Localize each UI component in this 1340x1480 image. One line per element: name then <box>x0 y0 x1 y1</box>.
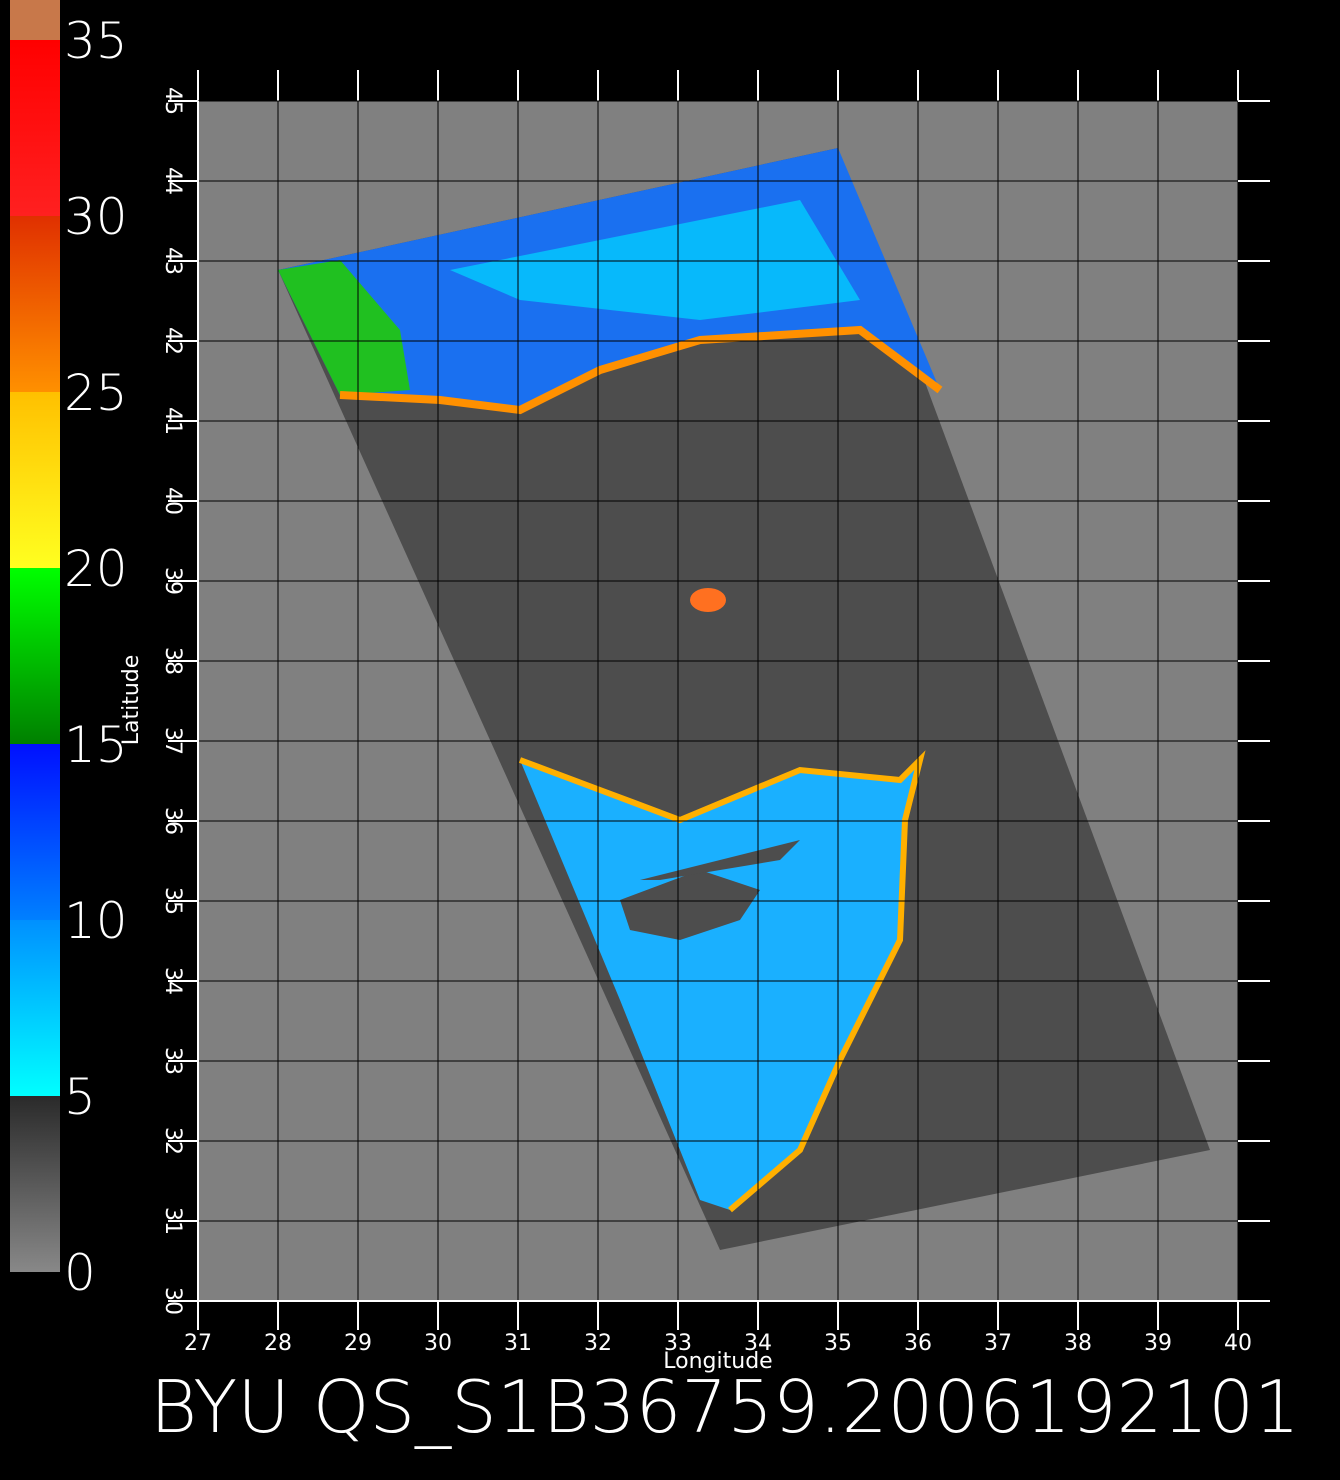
y-tick-label: 45 <box>160 87 185 115</box>
y-tick-label: 32 <box>160 1127 185 1155</box>
colorbar-label: 15 <box>64 716 128 774</box>
y-tick-label: 41 <box>160 407 185 435</box>
colorbar-segment <box>10 920 60 1096</box>
colorbar-segment <box>10 392 60 568</box>
colorbar-label: 35 <box>64 12 128 70</box>
colorbar-label: 25 <box>64 364 128 422</box>
coastline-north <box>339 325 943 415</box>
island <box>620 870 760 940</box>
sea-region-south <box>520 760 920 1210</box>
x-tick-label: 33 <box>664 1331 692 1356</box>
lake <box>690 588 726 612</box>
x-tick-label: 30 <box>424 1331 452 1356</box>
x-tick-label: 35 <box>824 1331 852 1356</box>
y-tick-label: 36 <box>160 807 185 835</box>
x-tick-label: 38 <box>1064 1331 1092 1356</box>
y-tick-label: 44 <box>160 167 185 195</box>
y-tick-label: 34 <box>160 967 185 995</box>
y-axis-label: Latitude <box>119 655 144 746</box>
y-tick-label: 38 <box>160 647 185 675</box>
colorbar-segment <box>10 1096 60 1272</box>
y-tick-label: 39 <box>160 567 185 595</box>
overlay: 27 28 29 30 31 32 33 34 35 36 37 38 39 40 30 31 32 33 34 35… <box>10 0 1300 1449</box>
x-tick-label: 29 <box>344 1331 372 1356</box>
y-tick-label: 40 <box>160 487 185 515</box>
title: BYU QS_S1B36759.2006192101 <box>150 1365 1300 1449</box>
colorbar-label: 20 <box>64 540 128 598</box>
x-tick-label: 34 <box>744 1331 772 1356</box>
x-tick-label: 28 <box>264 1331 292 1356</box>
y-tick-label: 43 <box>160 247 185 275</box>
x-axis-label: Longitude <box>663 1349 772 1374</box>
colorbar-label: 5 <box>64 1068 96 1126</box>
colorbar-segment <box>10 216 60 392</box>
colorbar-segment <box>10 744 60 920</box>
x-tick-label: 39 <box>1144 1331 1172 1356</box>
colorbar-label: 10 <box>64 892 128 950</box>
coast-north-green <box>278 260 410 395</box>
coastline-south <box>518 750 926 1213</box>
swath <box>278 148 1210 1250</box>
x-tick-label: 36 <box>904 1331 932 1356</box>
colorbar-segment <box>10 568 60 744</box>
x-tick-label: 37 <box>984 1331 1012 1356</box>
x-tick-label: 31 <box>504 1331 532 1356</box>
colorbar-over <box>10 0 60 40</box>
y-tick-label: 42 <box>160 327 185 355</box>
y-tick-label: 33 <box>160 1047 185 1075</box>
y-tick-label: 31 <box>160 1207 185 1235</box>
y-tick-label: 37 <box>160 727 185 755</box>
colorbar-label: 30 <box>64 188 128 246</box>
colorbar-label: 0 <box>64 1244 96 1302</box>
x-tick-label: 32 <box>584 1331 612 1356</box>
peninsula <box>640 840 800 880</box>
x-tick-label: 27 <box>184 1331 212 1356</box>
colorbar-segment <box>10 40 60 216</box>
y-tick-label: 35 <box>160 887 185 915</box>
y-tick-label: 30 <box>160 1287 185 1315</box>
x-tick-label: 40 <box>1224 1331 1252 1356</box>
